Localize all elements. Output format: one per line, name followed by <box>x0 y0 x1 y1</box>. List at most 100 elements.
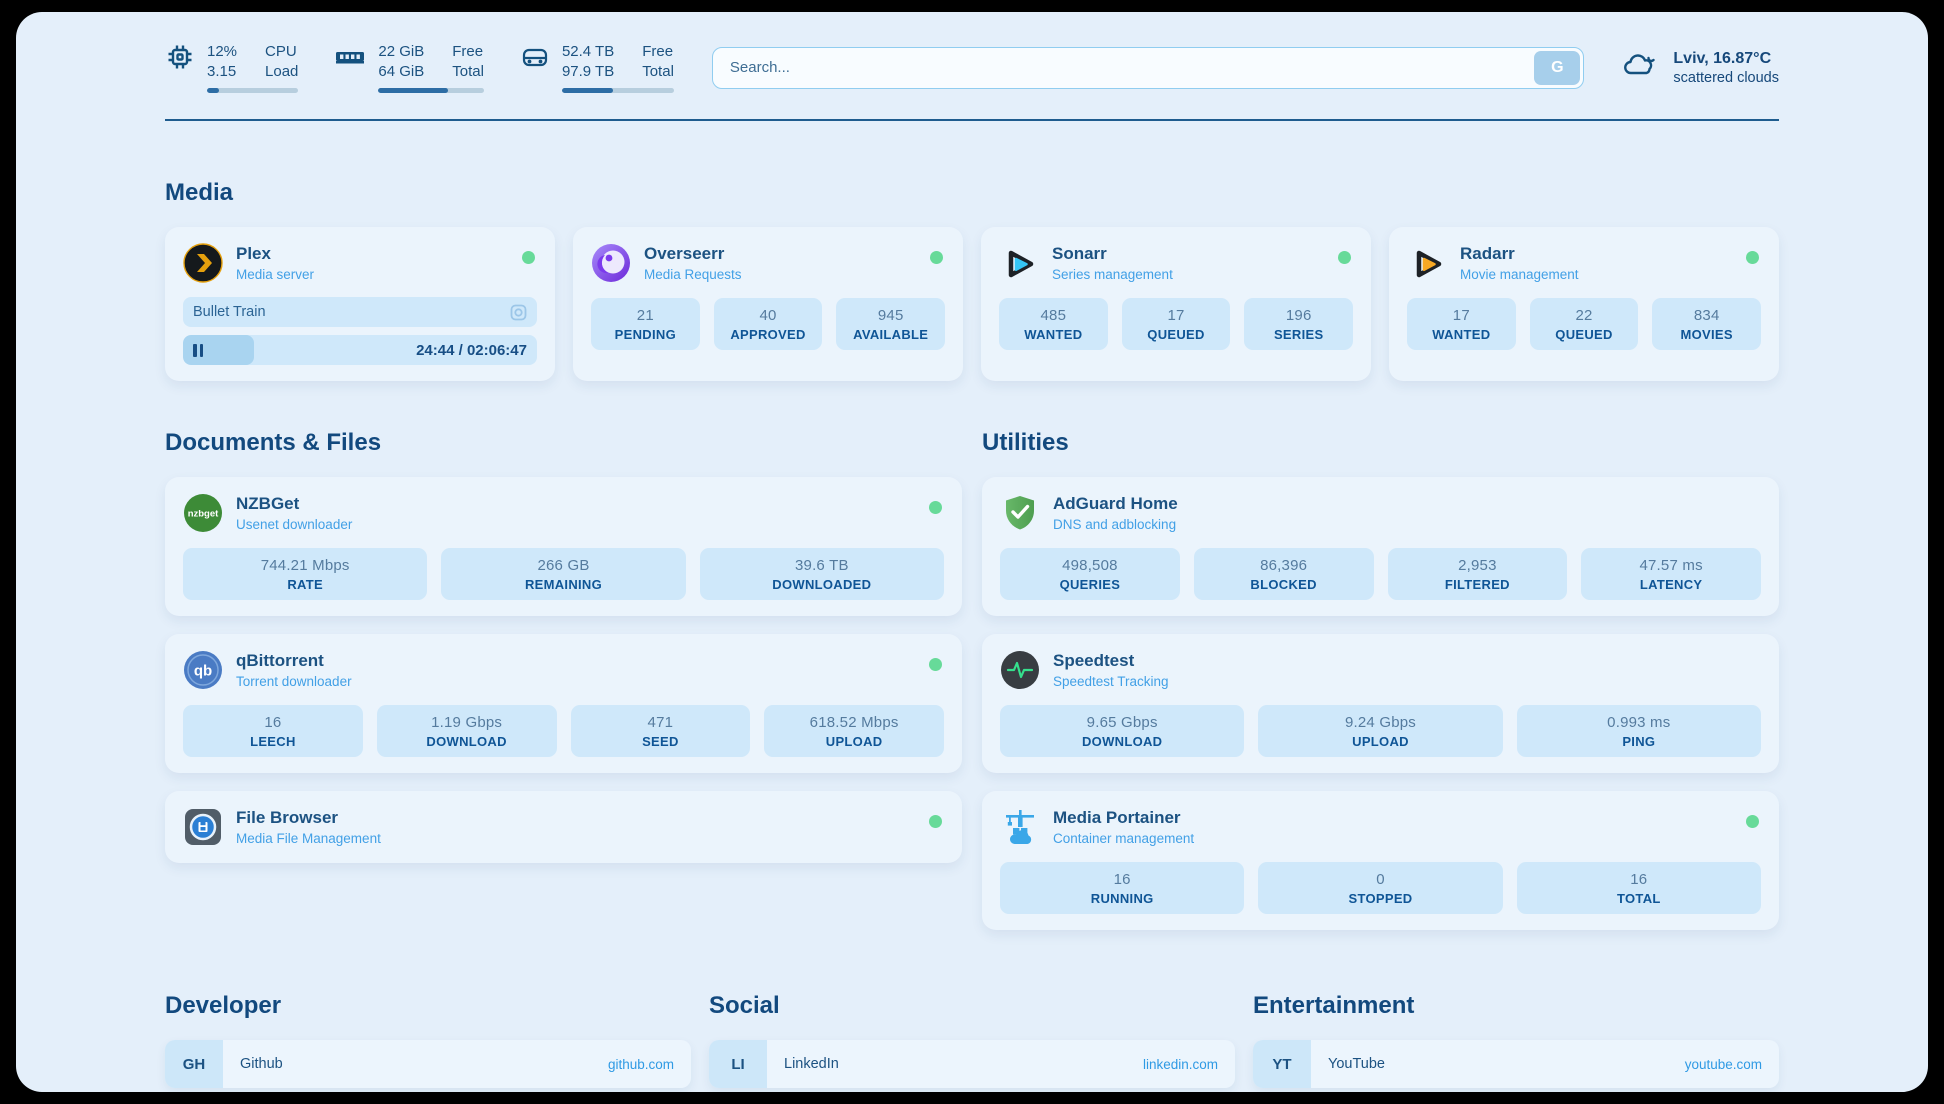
app-card-plex[interactable]: Plex Media server Bullet Train 24:44 / 0… <box>165 227 555 381</box>
stat-tile-remaining: 266 GB REMAINING <box>441 548 686 600</box>
bookmark-url: linkedin.com <box>1142 1056 1218 1072</box>
app-subtitle: Movie management <box>1460 267 1579 282</box>
app-name: qBittorrent <box>236 651 324 670</box>
cpu-load-label: Load <box>265 62 299 80</box>
svg-text:qb: qb <box>194 663 212 680</box>
app-subtitle: Container management <box>1053 831 1195 846</box>
ram-free-value: 22 GiB <box>378 43 425 60</box>
cpu-load-value: 3.15 <box>207 62 237 80</box>
app-card-sonarr[interactable]: Sonarr Series management 485 WANTED 17 Q… <box>981 227 1371 381</box>
bookmark-group-social: Social LI LinkedIn linkedin.com TW Twitt… <box>709 992 1235 1092</box>
app-name: Sonarr <box>1052 244 1107 263</box>
disk-free-label: Free <box>642 43 674 60</box>
search-input[interactable] <box>715 59 1535 76</box>
stat-tile-total: 16 TOTAL <box>1516 862 1761 914</box>
app-card-overseerr[interactable]: Overseerr Media Requests 21 PENDING 40 A… <box>573 227 963 381</box>
cpu-stat: 12% 3.15 CPU Load <box>165 42 299 93</box>
bookmark-link-github[interactable]: GH Github github.com <box>165 1040 691 1088</box>
section-title-media: Media <box>165 179 234 206</box>
app-subtitle: Series management <box>1052 267 1173 282</box>
app-card-portainer[interactable]: Media Portainer Container management 16 … <box>982 791 1779 930</box>
app-subtitle: Media File Management <box>236 831 381 846</box>
top-bar: 12% 3.15 CPU Load <box>165 42 1779 93</box>
qbittorrent-icon: qb <box>183 650 223 690</box>
overseerr-icon <box>591 243 631 283</box>
weather-condition: scattered clouds <box>1673 69 1779 86</box>
stat-tile-wanted: 17 WANTED <box>1407 298 1516 350</box>
app-subtitle: Usenet downloader <box>236 517 353 532</box>
section-title-utilities: Utilities <box>982 429 1069 456</box>
bookmark-name: LinkedIn <box>784 1056 839 1072</box>
stat-tile-series: 196 SERIES <box>1244 298 1354 350</box>
ram-icon <box>334 42 366 77</box>
status-dot <box>929 815 942 828</box>
bookmark-badge: YT <box>1253 1040 1311 1088</box>
pause-icon <box>193 343 203 357</box>
app-card-nzbget[interactable]: nzbget NZBGet Usenet downloader 744.21 M… <box>165 477 962 616</box>
stat-tile-movies: 834 MOVIES <box>1652 298 1762 350</box>
disk-progress-bar <box>561 88 674 93</box>
bookmark-link-youtube[interactable]: YT YouTube youtube.com <box>1253 1040 1779 1088</box>
ram-free-label: Free <box>452 43 484 60</box>
app-card-qbittorrent[interactable]: qb qBittorrent Torrent downloader 16 LEE… <box>165 634 962 773</box>
app-subtitle: Speedtest Tracking <box>1053 674 1169 689</box>
stat-tile-ping: 0.993 ms PING <box>1516 705 1761 757</box>
app-subtitle: Media server <box>236 267 315 282</box>
bookmark-url: youtube.com <box>1684 1056 1762 1072</box>
stat-tile-pending: 21 PENDING <box>591 298 700 350</box>
app-name: Overseerr <box>644 244 725 263</box>
app-card-speedtest[interactable]: Speedtest Speedtest Tracking 9.65 Gbps D… <box>982 634 1779 773</box>
bookmark-group-developer: Developer GH Github github.com SO StackO… <box>165 992 691 1092</box>
plex-icon <box>183 243 223 283</box>
ram-total-value: 64 GiB <box>378 62 425 80</box>
stat-tile-download: 1.19 Gbps DOWNLOAD <box>376 705 557 757</box>
svg-text:nzbget: nzbget <box>188 509 219 520</box>
cpu-progress-bar <box>207 88 299 93</box>
app-name: NZBGet <box>236 494 300 513</box>
dashboard-panel: 12% 3.15 CPU Load <box>16 12 1928 1092</box>
stat-tile-filtered: 2,953 FILTERED <box>1387 548 1568 600</box>
weather-widget: Lviv, 16.87°C scattered clouds <box>1622 49 1779 86</box>
speedtest-icon <box>1000 650 1040 690</box>
stat-tile-stopped: 0 STOPPED <box>1258 862 1503 914</box>
bookmark-url: github.com <box>607 1056 674 1072</box>
playback-time: 24:44 / 02:06:47 <box>416 341 527 359</box>
disk-free-value: 52.4 TB <box>561 43 615 60</box>
ram-progress-bar <box>378 88 484 93</box>
stat-tile-upload: 9.24 Gbps UPLOAD <box>1258 705 1503 757</box>
disk-icon <box>520 42 550 77</box>
status-dot <box>1746 815 1759 828</box>
search-engine-button[interactable]: G <box>1534 50 1581 85</box>
weather-location: Lviv, 16.87°C <box>1673 49 1772 67</box>
app-name: Radarr <box>1460 244 1515 263</box>
section-title-documents: Documents & Files <box>165 429 382 456</box>
search-bar[interactable]: G <box>711 46 1585 89</box>
disk-stat: 52.4 TB 97.9 TB Free Total <box>520 42 674 93</box>
stat-tile-downloaded: 39.6 TB DOWNLOADED <box>699 548 944 600</box>
stat-tile-approved: 40 APPROVED <box>713 298 823 350</box>
app-name: File Browser <box>236 808 339 827</box>
status-dot <box>929 658 942 671</box>
app-subtitle: DNS and adblocking <box>1053 517 1177 532</box>
app-card-adguard[interactable]: AdGuard Home DNS and adblocking 498,508 … <box>982 477 1779 616</box>
bookmark-link-linkedin[interactable]: LI LinkedIn linkedin.com <box>709 1040 1235 1088</box>
stat-tile-queued: 22 QUEUED <box>1529 298 1639 350</box>
app-card-radarr[interactable]: Radarr Movie management 17 WANTED 22 QUE… <box>1389 227 1779 381</box>
radarr-icon <box>1407 243 1447 283</box>
stat-tile-wanted: 485 WANTED <box>999 298 1108 350</box>
app-name: Speedtest <box>1053 651 1135 670</box>
cpu-chip-icon <box>165 42 195 77</box>
stat-tile-download: 9.65 Gbps DOWNLOAD <box>1000 705 1245 757</box>
stat-tile-running: 16 RUNNING <box>1000 862 1245 914</box>
app-card-filebrowser[interactable]: File Browser Media File Management <box>165 791 962 863</box>
disk-total-label: Total <box>642 62 674 80</box>
now-playing-row: Bullet Train <box>183 297 537 327</box>
stat-tile-upload: 618.52 Mbps UPLOAD <box>764 705 944 757</box>
disk-total-value: 97.9 TB <box>561 62 615 80</box>
section-utilities: Utilities AdGuard H <box>982 389 1779 930</box>
playback-progress: 24:44 / 02:06:47 <box>183 335 537 365</box>
section-documents: Documents & Files nzbget NZBGet Usenet d… <box>165 389 962 863</box>
system-stats: 12% 3.15 CPU Load <box>165 42 674 93</box>
app-subtitle: Media Requests <box>644 267 742 282</box>
status-dot <box>1746 251 1759 264</box>
